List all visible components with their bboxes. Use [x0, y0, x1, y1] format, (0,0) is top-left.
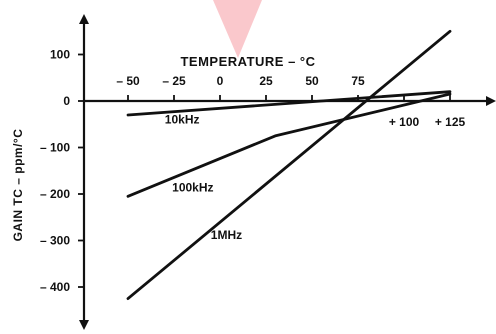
- decorative-mark: [213, 0, 262, 58]
- y-axis-arrow-up: [79, 14, 89, 24]
- x-tick-label: 0: [217, 74, 224, 88]
- y-axis-arrow-down: [79, 320, 89, 330]
- y-tick-label: – 100: [40, 141, 70, 155]
- x-tick-label: + 100: [389, 115, 420, 129]
- y-axis-label: GAIN TC – ppm/°C: [11, 129, 25, 242]
- series-line-100khz: [126, 92, 452, 198]
- series-label-100khz: 100kHz: [172, 181, 213, 195]
- x-axis-arrow: [486, 96, 496, 106]
- text-labels: TEMPERATURE – °C GAIN TC – ppm/°C 10kHz 1…: [11, 54, 315, 242]
- x-tick-label: 75: [351, 74, 365, 88]
- y-tick-label: 100: [50, 48, 70, 62]
- x-tick-label: 50: [305, 74, 319, 88]
- series-label-10khz: 10kHz: [165, 112, 200, 126]
- y-tick-label: 0: [63, 94, 70, 108]
- series-lines: [126, 29, 452, 301]
- x-tick-label: – 50: [116, 74, 140, 88]
- ticks: 100 0 – 100 – 200 – 300 – 400 – 50 – 25 0 25 50 75 +…: [40, 48, 466, 295]
- chart-title: TEMPERATURE – °C: [180, 54, 315, 69]
- y-tick-label: – 200: [40, 187, 70, 201]
- x-tick-label: 25: [259, 74, 273, 88]
- y-tick-label: – 400: [40, 280, 70, 294]
- y-tick-label: – 300: [40, 234, 70, 248]
- x-tick-label: + 125: [435, 115, 466, 129]
- series-line-1mhz: [126, 29, 452, 301]
- series-line-10khz: [126, 90, 452, 117]
- x-tick-label: – 25: [162, 74, 186, 88]
- series-label-1mhz: 1MHz: [211, 228, 242, 242]
